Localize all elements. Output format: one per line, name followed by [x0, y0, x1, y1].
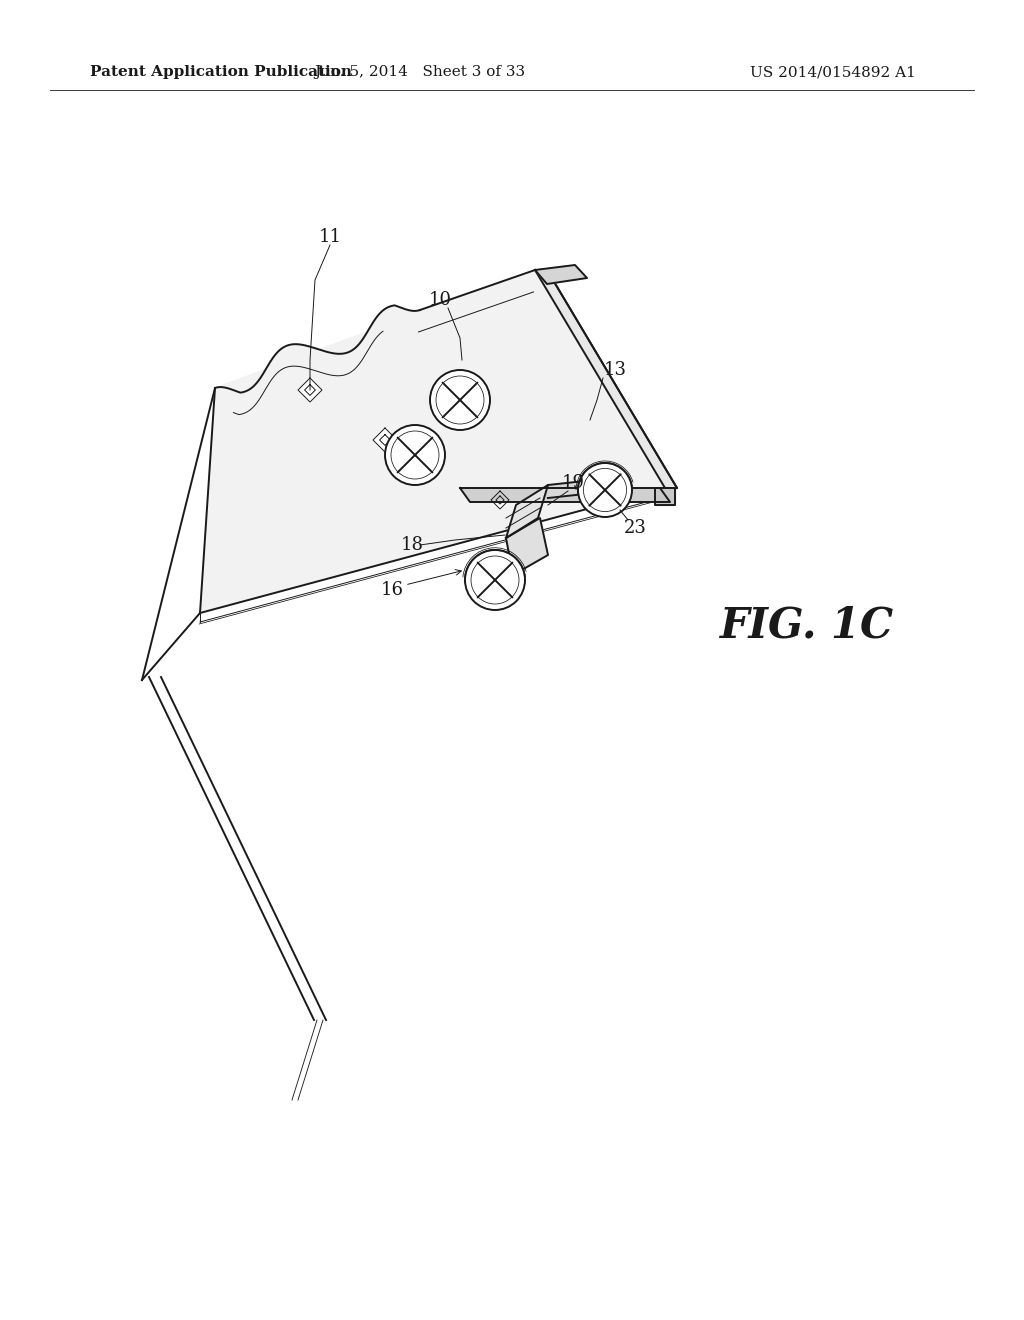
Polygon shape	[298, 378, 322, 403]
Polygon shape	[373, 428, 397, 451]
Circle shape	[436, 376, 484, 424]
Text: 16: 16	[381, 581, 403, 599]
Polygon shape	[506, 517, 548, 576]
Polygon shape	[380, 434, 390, 445]
Polygon shape	[535, 265, 587, 284]
Polygon shape	[548, 480, 605, 498]
Circle shape	[391, 432, 439, 479]
Text: US 2014/0154892 A1: US 2014/0154892 A1	[750, 65, 915, 79]
Circle shape	[578, 463, 632, 517]
Text: FIG. 1C: FIG. 1C	[720, 605, 894, 645]
Text: 11: 11	[318, 228, 341, 246]
Circle shape	[471, 556, 519, 605]
Polygon shape	[460, 488, 670, 502]
Polygon shape	[304, 384, 315, 396]
Text: 19: 19	[561, 474, 585, 492]
Circle shape	[385, 425, 445, 484]
Polygon shape	[200, 271, 665, 612]
Text: Jun. 5, 2014   Sheet 3 of 33: Jun. 5, 2014 Sheet 3 of 33	[314, 65, 525, 79]
Circle shape	[430, 370, 490, 430]
Polygon shape	[490, 491, 509, 510]
Text: Patent Application Publication: Patent Application Publication	[90, 65, 352, 79]
Polygon shape	[655, 488, 675, 506]
Text: 13: 13	[603, 360, 627, 379]
Polygon shape	[535, 271, 677, 488]
Text: 18: 18	[400, 536, 424, 554]
Polygon shape	[506, 484, 548, 539]
Circle shape	[584, 469, 627, 512]
Circle shape	[465, 550, 525, 610]
Text: 10: 10	[428, 290, 452, 309]
Polygon shape	[200, 271, 665, 612]
Text: 23: 23	[624, 519, 646, 537]
Polygon shape	[496, 496, 504, 504]
